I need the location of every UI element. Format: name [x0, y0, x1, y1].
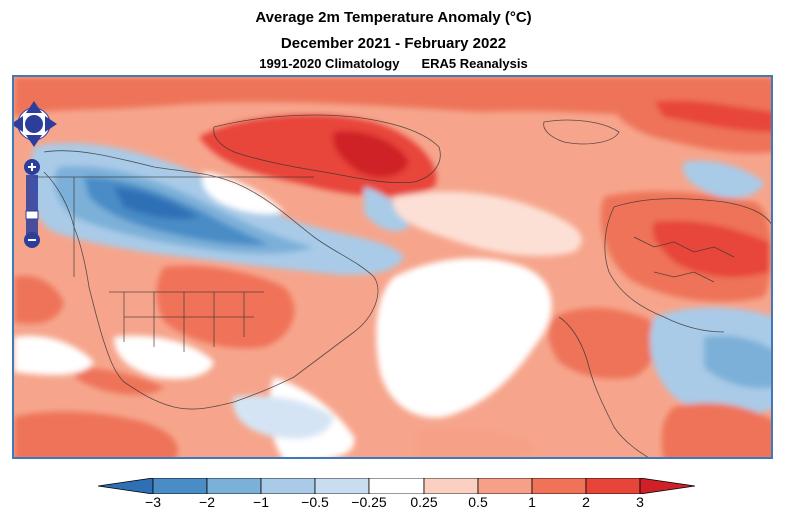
zoom-slider-handle[interactable]	[25, 210, 39, 220]
colorbar-bin	[585, 478, 641, 494]
colorbar-bin	[314, 478, 370, 494]
colorbar-tick-label: −0.25	[351, 494, 387, 510]
colorbar-bin	[260, 478, 316, 494]
colorbar-bin	[152, 478, 208, 494]
colorbar-tick-label: 3	[636, 494, 644, 510]
map-subtitle: 1991-2020 Climatology ERA5 Reanalysis	[0, 56, 787, 71]
colorbar-tick-label: 0.25	[410, 494, 438, 510]
anomaly-map[interactable]	[12, 75, 773, 459]
colorbar-tick-label: 1	[528, 494, 536, 510]
colorbar-tick-label: −2	[199, 494, 215, 510]
dataset-label: ERA5 Reanalysis	[421, 56, 528, 71]
colorbar-bin	[368, 478, 425, 494]
map-title: Average 2m Temperature Anomaly (°C)	[255, 9, 532, 26]
zoom-in-button[interactable]	[24, 159, 40, 175]
colorbar-tick-label: −1	[253, 494, 269, 510]
map-nav-control[interactable]	[14, 101, 57, 248]
climatology-label: 1991-2020 Climatology	[259, 56, 400, 71]
colorbar-bin	[477, 478, 533, 494]
colorbar-underflow	[98, 478, 154, 494]
colorbar-tick-label: 0.5	[468, 494, 488, 510]
zoom-out-button[interactable]	[24, 232, 40, 248]
map-period: December 2021 - February 2022	[280, 35, 507, 52]
colorbar-tick-label: −3	[145, 494, 161, 510]
anomaly-field	[14, 77, 771, 457]
zoom-slider-track[interactable]	[26, 175, 38, 241]
colorbar-bin	[531, 478, 587, 494]
colorbar-tick-label: 2	[582, 494, 590, 510]
pan-control[interactable]	[14, 101, 57, 147]
colorbar-bin	[423, 478, 479, 494]
colorbar	[98, 478, 695, 494]
colorbar-labels: −3 −2 −1 −0.5 −0.25 0.25 0.5 1 2 3	[0, 494, 787, 512]
colorbar-overflow	[639, 478, 695, 494]
colorbar-tick-label: −0.5	[301, 494, 329, 510]
colorbar-bin	[206, 478, 262, 494]
